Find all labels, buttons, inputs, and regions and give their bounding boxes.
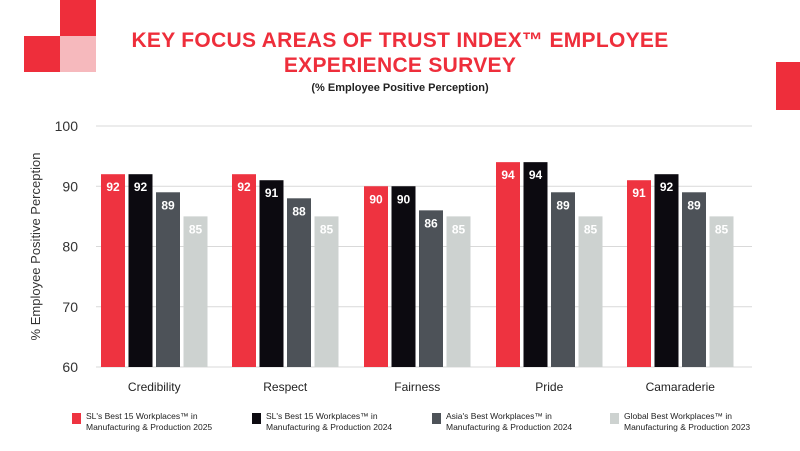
bar bbox=[446, 216, 471, 367]
y-tick-label: 60 bbox=[62, 359, 78, 375]
y-tick-label: 90 bbox=[62, 178, 78, 194]
bar bbox=[101, 174, 125, 367]
data-label: 92 bbox=[106, 180, 120, 194]
data-label: 94 bbox=[501, 168, 515, 182]
bar bbox=[523, 162, 548, 367]
bar bbox=[156, 192, 180, 367]
data-label: 91 bbox=[632, 186, 646, 200]
y-tick-label: 100 bbox=[55, 118, 79, 134]
bar-chart: 60 70 80 90 100 % Employee Positive Perceptio… bbox=[28, 118, 752, 394]
bar bbox=[183, 216, 208, 367]
bar bbox=[419, 210, 443, 367]
legend-label: SL's Best 15 Workplaces™ in Manufacturin… bbox=[266, 411, 393, 432]
legend-label: Asia's Best Workplaces™ in Manufacturing… bbox=[446, 411, 573, 432]
legend-item: Global Best Workplaces™ in Manufacturing… bbox=[610, 411, 750, 433]
chart-legend: SL's Best 15 Workplaces™ in Manufacturin… bbox=[0, 411, 800, 451]
legend-swatch bbox=[72, 413, 81, 424]
data-label: 91 bbox=[265, 186, 279, 200]
bar bbox=[314, 216, 339, 367]
bar bbox=[682, 192, 706, 367]
data-label: 92 bbox=[134, 180, 148, 194]
data-label: 89 bbox=[687, 198, 701, 212]
decor-square-large bbox=[60, 0, 96, 36]
bar bbox=[232, 174, 256, 367]
data-label: 85 bbox=[584, 222, 598, 236]
data-label: 90 bbox=[369, 192, 383, 206]
chart-title-line-2: EXPERIENCE SURVEY bbox=[283, 54, 517, 77]
chart-subtitle: (% Employee Positive Perception) bbox=[311, 82, 489, 94]
legend-swatch bbox=[252, 413, 261, 424]
data-label: 94 bbox=[529, 168, 543, 182]
data-label: 86 bbox=[424, 216, 438, 230]
x-tick-label: Fairness bbox=[394, 380, 440, 394]
bar bbox=[259, 180, 284, 367]
bar bbox=[287, 198, 311, 367]
legend-label: Global Best Workplaces™ in Manufacturing… bbox=[624, 411, 751, 432]
data-label: 85 bbox=[189, 222, 203, 236]
bar bbox=[627, 180, 651, 367]
bar bbox=[654, 174, 679, 367]
bar bbox=[391, 186, 416, 367]
legend-swatch bbox=[432, 413, 441, 424]
data-label: 88 bbox=[292, 204, 306, 218]
data-label: 92 bbox=[237, 180, 251, 194]
data-label: 89 bbox=[161, 198, 175, 212]
bar bbox=[709, 216, 734, 367]
bar bbox=[364, 186, 388, 367]
legend-swatch bbox=[610, 413, 619, 424]
decor-square-light bbox=[60, 36, 96, 72]
data-label: 90 bbox=[397, 192, 411, 206]
x-tick-label: Credibility bbox=[128, 380, 181, 394]
y-tick-label: 70 bbox=[62, 299, 78, 315]
decor-square-side bbox=[776, 62, 800, 110]
chart-title-line-1: KEY FOCUS AREAS OF TRUST INDEX™ EMPLOYEE bbox=[131, 29, 669, 52]
bar bbox=[496, 162, 520, 367]
x-tick-label: Pride bbox=[535, 380, 563, 394]
y-tick-label: 80 bbox=[62, 239, 78, 255]
bar bbox=[578, 216, 603, 367]
y-axis-label: % Employee Positive Perception bbox=[28, 153, 43, 341]
decor-square-large bbox=[24, 36, 60, 72]
legend-label: SL's Best 15 Workplaces™ in Manufacturin… bbox=[86, 411, 213, 432]
legend-item: SL's Best 15 Workplaces™ in Manufacturin… bbox=[252, 411, 392, 433]
legend-item: Asia's Best Workplaces™ in Manufacturing… bbox=[432, 411, 572, 433]
data-label: 85 bbox=[320, 222, 334, 236]
data-label: 85 bbox=[715, 222, 729, 236]
legend-item: SL's Best 15 Workplaces™ in Manufacturin… bbox=[72, 411, 212, 433]
bar bbox=[551, 192, 575, 367]
bar bbox=[128, 174, 153, 367]
data-label: 85 bbox=[452, 222, 466, 236]
data-label: 89 bbox=[556, 198, 570, 212]
data-label: 92 bbox=[660, 180, 674, 194]
x-tick-label: Camaraderie bbox=[646, 380, 716, 394]
x-tick-label: Respect bbox=[263, 380, 308, 394]
